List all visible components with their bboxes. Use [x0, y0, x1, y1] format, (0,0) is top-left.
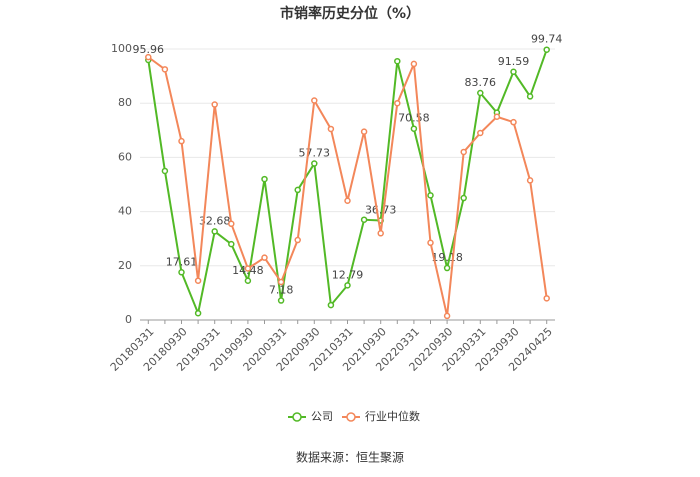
point: [360, 128, 368, 135]
point: [327, 125, 335, 133]
legend-marker: [292, 412, 302, 422]
chart-title: 市销率历史分位（%）: [280, 5, 420, 22]
point: [394, 57, 401, 65]
point: [477, 89, 484, 97]
point: [145, 53, 152, 61]
point: [261, 254, 268, 261]
point: [377, 230, 384, 237]
y-tick-label: 0: [125, 313, 132, 326]
point: [327, 301, 335, 309]
point: [477, 129, 484, 137]
point: [178, 269, 185, 276]
point: [277, 297, 285, 304]
point: [543, 46, 550, 53]
point: [410, 60, 418, 68]
data-label: 17.61: [166, 255, 198, 268]
legend-label: 行业中位数: [365, 409, 420, 423]
point: [211, 228, 218, 235]
point: [543, 295, 550, 302]
data-label: 70.58: [398, 112, 430, 125]
data-label: 57.73: [299, 147, 331, 160]
point: [294, 186, 301, 194]
legend-marker: [346, 412, 356, 422]
point: [178, 137, 185, 145]
point: [443, 312, 451, 320]
point: [161, 66, 169, 73]
point: [344, 282, 351, 289]
point: [294, 236, 301, 244]
point: [194, 277, 202, 284]
data-label: 19.18: [431, 251, 463, 264]
y-tick-label: 20: [118, 259, 132, 272]
source: 数据来源：恒生聚源: [296, 450, 404, 465]
point: [427, 192, 434, 199]
point: [311, 97, 318, 104]
point: [460, 194, 467, 202]
point: [510, 118, 517, 126]
point: [228, 240, 235, 248]
data-label: 95.96: [133, 43, 165, 56]
point: [261, 175, 268, 183]
legend-label: 公司: [311, 410, 333, 423]
point: [277, 278, 285, 286]
point: [510, 68, 517, 76]
data-label: 91.59: [498, 55, 530, 68]
point: [360, 216, 368, 223]
point: [427, 239, 434, 247]
data-label: 36.73: [365, 203, 397, 216]
point: [194, 309, 202, 317]
point: [211, 101, 218, 108]
data-label: 99.74: [531, 33, 563, 46]
y-tick-label: 60: [118, 150, 132, 163]
point: [526, 93, 534, 100]
point: [460, 148, 467, 156]
y-tick-label: 100: [111, 42, 132, 55]
y-tick-label: 80: [118, 96, 132, 109]
point: [410, 125, 418, 132]
point: [443, 264, 451, 272]
data-label: 12.79: [332, 268, 364, 281]
data-label: 7.18: [269, 284, 294, 297]
point: [228, 220, 235, 228]
point: [526, 177, 534, 184]
point: [244, 265, 252, 272]
point: [161, 167, 169, 175]
data-label: 32.68: [199, 214, 231, 227]
point: [344, 197, 351, 205]
point: [493, 113, 501, 120]
point: [394, 99, 401, 107]
y-tick-label: 40: [118, 205, 132, 218]
data-label: 83.76: [465, 76, 497, 89]
point: [311, 160, 318, 167]
point: [244, 277, 252, 285]
